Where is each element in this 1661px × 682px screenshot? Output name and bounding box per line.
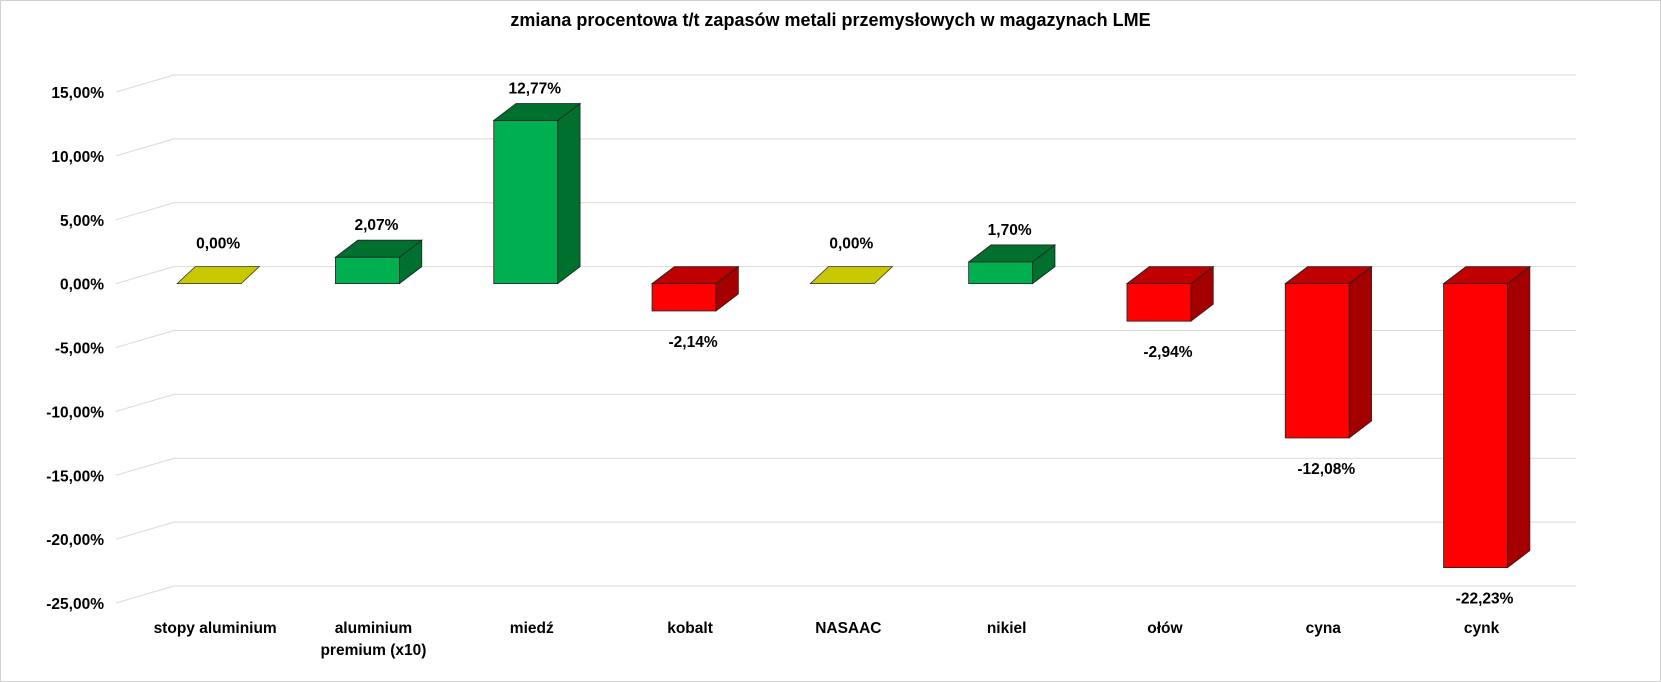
gridline-connector xyxy=(115,393,175,412)
data-label: -2,94% xyxy=(1143,344,1192,361)
bar-top xyxy=(1284,266,1373,285)
x-tick-label: cyna xyxy=(1306,620,1342,637)
bar xyxy=(493,120,559,285)
bar xyxy=(809,266,894,285)
y-tick-label: 10,00% xyxy=(51,149,104,166)
chart-title: zmiana procentowa t/t zapasów metali prz… xyxy=(510,10,1151,30)
gridline-connector xyxy=(115,330,175,348)
bar-top xyxy=(650,266,740,285)
data-label: 2,07% xyxy=(354,217,398,234)
x-tick-label: stopy aluminium xyxy=(154,620,277,637)
data-label: 1,70% xyxy=(988,222,1032,239)
y-tick-label: -10,00% xyxy=(46,404,104,421)
bar xyxy=(1284,283,1350,439)
gridline-connector xyxy=(115,457,175,476)
gridline-connector xyxy=(115,138,175,157)
x-tick-label: cynk xyxy=(1464,620,1500,637)
data-label: 12,77% xyxy=(508,80,561,97)
gridline-connector xyxy=(115,521,175,540)
x-tick-label: nikiel xyxy=(987,620,1027,637)
y-tick-label: -15,00% xyxy=(46,468,104,485)
bar-side xyxy=(557,102,581,285)
gridline-connector xyxy=(115,585,175,604)
bar xyxy=(651,283,717,312)
bar xyxy=(968,261,1034,285)
y-tick-label: 15,00% xyxy=(51,85,104,102)
x-tick-label: miedź xyxy=(510,620,554,637)
y-tick-label: 5,00% xyxy=(60,213,104,230)
data-label: -12,08% xyxy=(1297,461,1355,478)
data-label: -22,23% xyxy=(1456,591,1514,608)
x-tick-label: ołów xyxy=(1147,620,1183,637)
y-tick-label: -20,00% xyxy=(46,532,104,549)
bar-side xyxy=(1348,265,1372,439)
bar-top xyxy=(967,244,1057,263)
x-tick-label: aluminium xyxy=(335,620,413,637)
data-label: -2,14% xyxy=(668,334,717,351)
bar xyxy=(335,256,400,285)
bar-top xyxy=(1125,266,1215,285)
bar-top xyxy=(1442,266,1532,285)
bar xyxy=(176,266,261,285)
y-tick-label: -25,00% xyxy=(46,596,104,613)
y-tick-label: 0,00% xyxy=(60,277,104,294)
data-label: 0,00% xyxy=(196,236,240,253)
gridline-connector xyxy=(115,74,175,93)
x-tick-label: premium (x10) xyxy=(320,642,426,659)
gridline-connector xyxy=(115,266,175,285)
data-label: 0,00% xyxy=(829,236,873,253)
bar xyxy=(1126,283,1192,322)
gridline-connector xyxy=(115,202,175,221)
bar-top xyxy=(334,239,423,258)
bar xyxy=(1443,283,1508,569)
y-tick-label: -5,00% xyxy=(55,341,104,358)
x-tick-label: kobalt xyxy=(667,620,713,637)
bar-side xyxy=(1507,265,1531,569)
bar-top xyxy=(492,103,582,121)
x-tick-label: NASAAC xyxy=(815,620,881,637)
